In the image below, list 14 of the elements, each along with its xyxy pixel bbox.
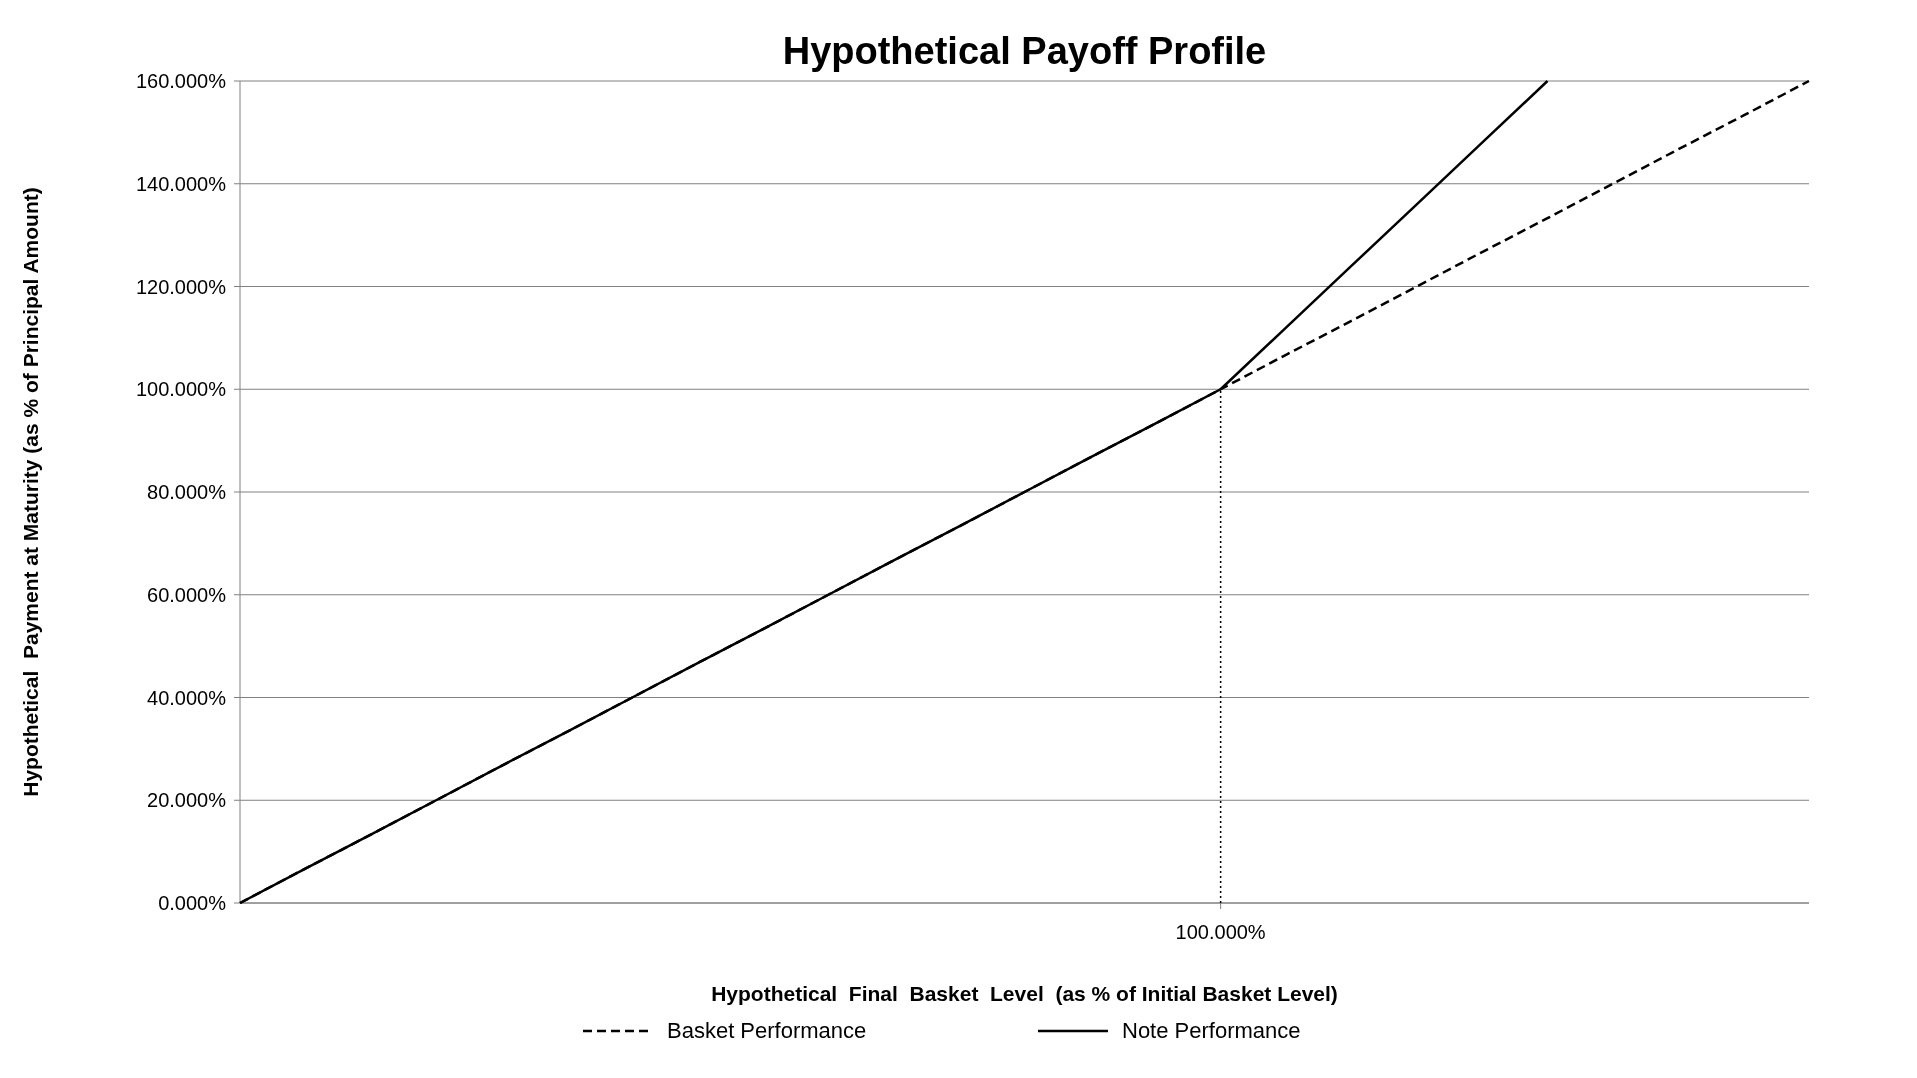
legend-label: Note Performance xyxy=(1122,1018,1301,1043)
chart-title: Hypothetical Payoff Profile xyxy=(782,30,1267,72)
legend-label: Basket Performance xyxy=(667,1018,867,1043)
y-tick-label: 100.000% xyxy=(135,378,227,401)
y-tick-label: 0.000% xyxy=(158,892,227,914)
y-tick-label: 40.000% xyxy=(147,686,227,709)
y-tick-label: 20.000% xyxy=(147,789,227,812)
y-tick-label: 140.000% xyxy=(135,172,227,195)
y-axis-title: Hypothetical Payment at Maturity (as % of Principal Amount) xyxy=(19,187,42,797)
y-tick-label: 80.000% xyxy=(147,481,227,503)
y-tick-label: 120.000% xyxy=(135,275,227,298)
x-axis-title: Hypothetical Final Basket Level (as % of Initial Basket Level) xyxy=(711,982,1338,1005)
y-tick-label: 60.000% xyxy=(147,583,227,606)
y-tick-label: 160.000% xyxy=(135,70,227,92)
